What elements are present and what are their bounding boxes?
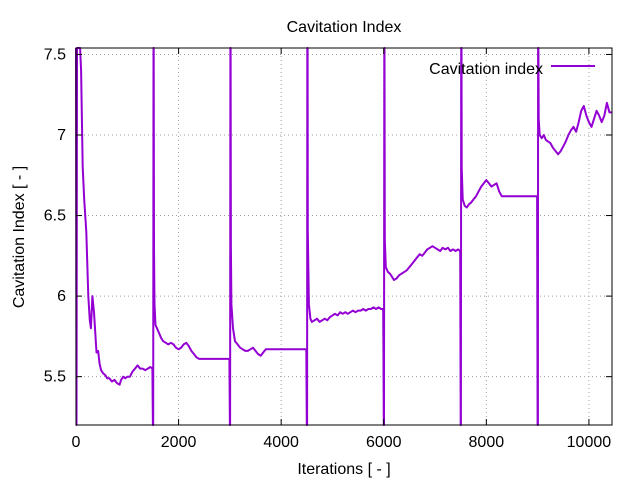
x-axis: 0 2000 4000 6000 8000 10000	[72, 48, 612, 451]
x-tick-label: 6000	[366, 434, 402, 451]
y-tick-label: 6.5	[44, 208, 66, 225]
y-axis: 5.5 6 6.5 7 7.5	[44, 46, 612, 386]
plot-border	[75, 47, 613, 426]
y-tick-label: 7	[57, 127, 66, 144]
chart-title: Cavitation Index	[287, 19, 402, 36]
x-tick-label: 4000	[263, 434, 299, 451]
x-tick-label: 0	[72, 434, 81, 451]
y-tick-label: 7.5	[44, 46, 66, 63]
x-tick-label: 8000	[469, 434, 505, 451]
legend-label: Cavitation index	[429, 61, 543, 78]
x-tick-label: 2000	[161, 434, 197, 451]
x-axis-label: Iterations [ - ]	[297, 461, 390, 478]
grid	[75, 48, 612, 425]
x-tick-label: 10000	[567, 434, 612, 451]
y-tick-label: 5.5	[44, 369, 66, 386]
series-layer	[75, 47, 612, 426]
series-line	[75, 47, 612, 426]
y-tick-label: 6	[57, 288, 66, 305]
y-axis-label: Cavitation Index [ - ]	[11, 166, 28, 308]
legend: Cavitation index	[429, 61, 595, 78]
